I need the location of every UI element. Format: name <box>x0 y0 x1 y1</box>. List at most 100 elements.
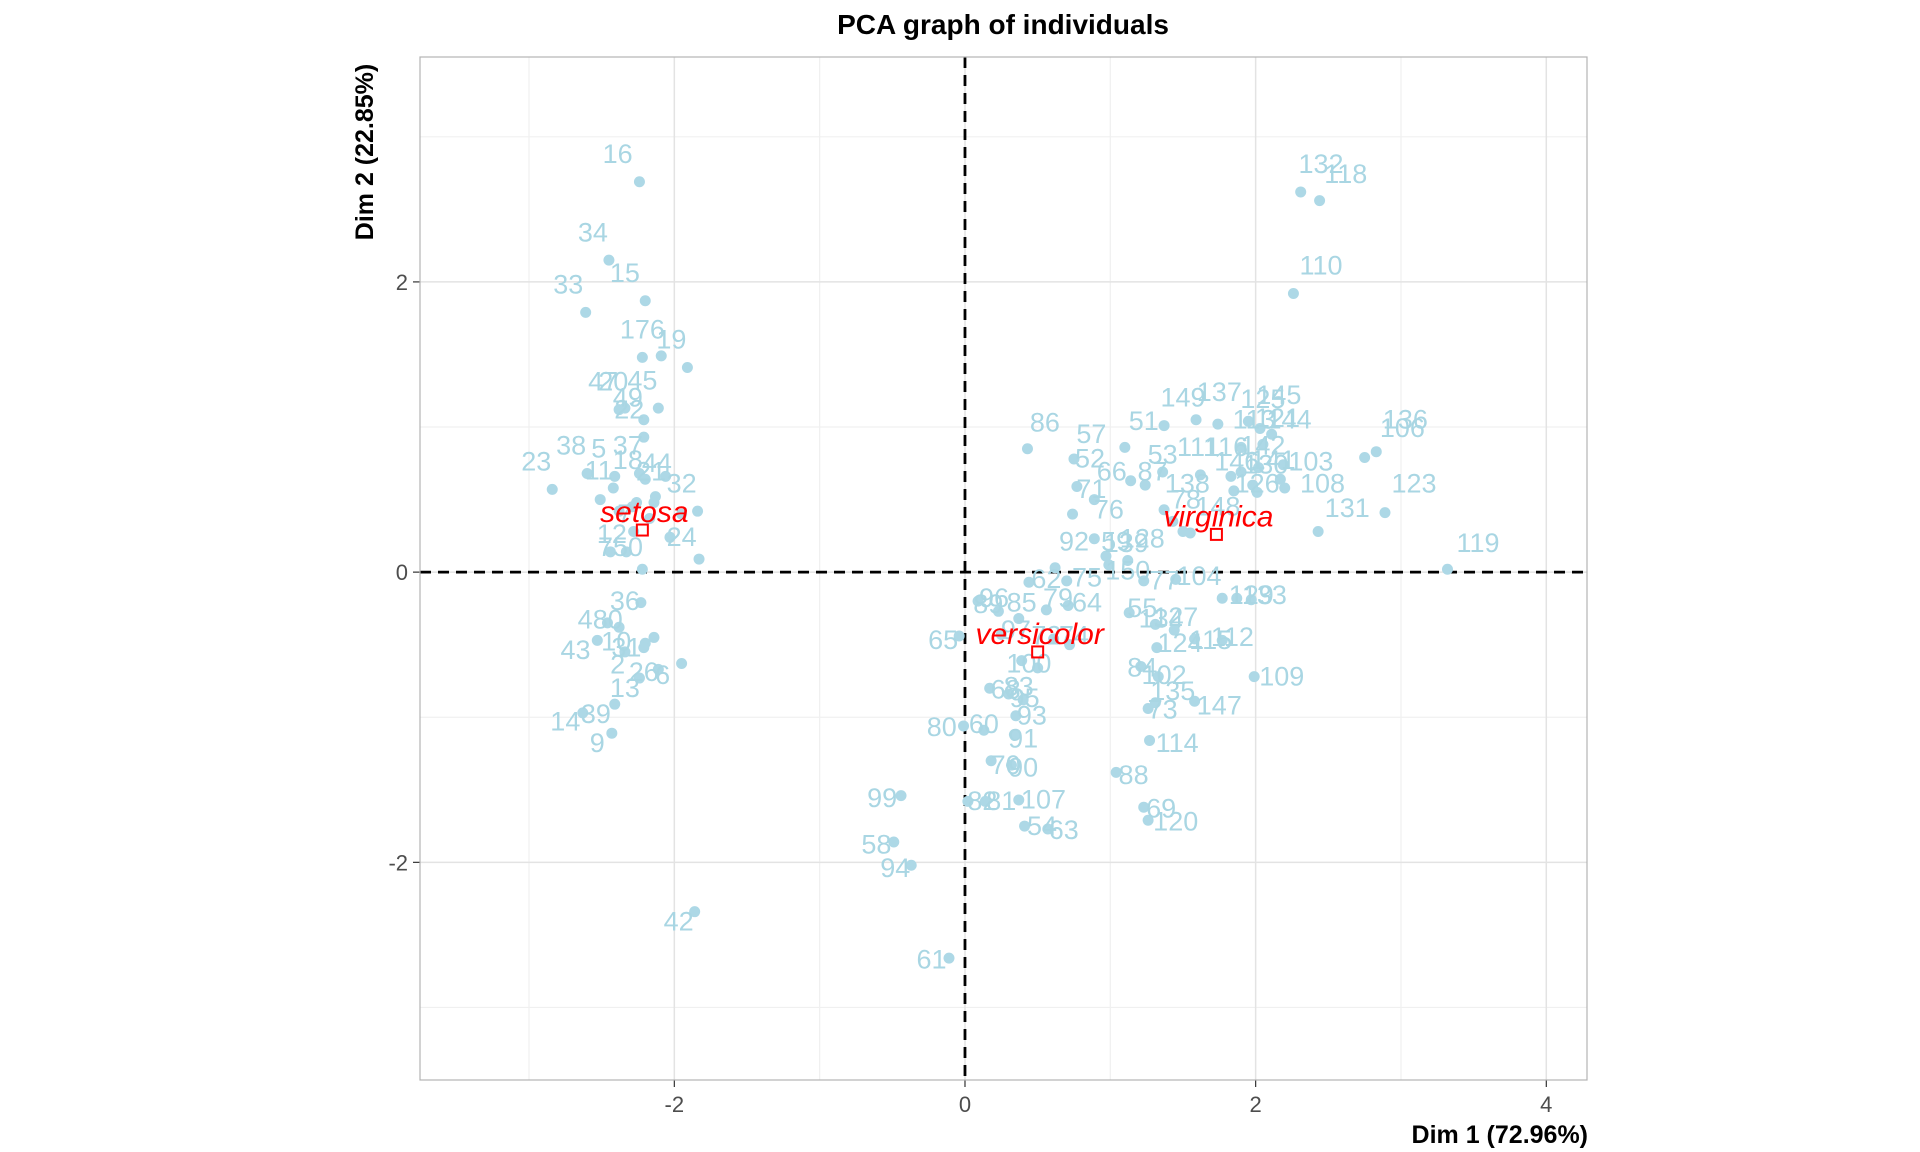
data-point <box>676 508 688 520</box>
point-label: 145 <box>1256 380 1301 410</box>
point-label: 21 <box>636 457 666 487</box>
point-label: 139 <box>1104 528 1149 558</box>
data-point <box>888 836 900 848</box>
point-label: 116 <box>1205 432 1248 462</box>
data-point <box>1277 459 1289 471</box>
data-point <box>1013 613 1025 625</box>
point-label: 69 <box>1146 793 1176 823</box>
data-point <box>644 512 656 524</box>
point-label: 104 <box>1176 561 1221 591</box>
data-point <box>1189 633 1201 645</box>
data-point <box>1254 422 1266 434</box>
x-axis-title: Dim 1 (72.96%) <box>1412 1121 1588 1149</box>
data-point <box>633 176 645 188</box>
category-centroid-marker <box>1031 645 1045 659</box>
point-label: 42 <box>664 907 694 937</box>
tick-labels: -2 0 2 4-202 <box>388 270 1552 1117</box>
data-point <box>1295 186 1307 198</box>
data-point <box>1088 533 1100 545</box>
data-point <box>1125 475 1137 487</box>
point-label: 34 <box>578 217 608 247</box>
data-point <box>594 494 606 506</box>
point-label: 24 <box>667 522 697 552</box>
y-axis-title: Dim 2 (22.85%) <box>351 64 379 240</box>
data-point <box>943 952 955 964</box>
data-point <box>1071 481 1083 493</box>
point-label: 2 <box>610 650 625 680</box>
point-label: 6 <box>655 660 670 690</box>
data-point <box>638 431 650 443</box>
data-point <box>1142 703 1154 715</box>
data-point <box>577 707 589 719</box>
data-point <box>1235 441 1247 453</box>
point-label: 149 <box>1160 383 1205 413</box>
data-point <box>655 350 667 362</box>
data-point <box>1216 592 1228 604</box>
point-label: 60 <box>969 709 999 739</box>
point-label: 43 <box>560 635 590 665</box>
data-point <box>1231 592 1243 604</box>
data-point <box>1235 466 1247 478</box>
data-point <box>1266 428 1278 440</box>
data-point <box>1212 418 1224 430</box>
category-centroid-marker <box>635 523 649 537</box>
point-label: 106 <box>1380 413 1425 443</box>
point-label: 79 <box>1043 583 1073 613</box>
data-point <box>1157 466 1169 478</box>
data-point <box>1144 734 1156 746</box>
data-point <box>1017 694 1029 706</box>
point-label: 75 <box>1072 563 1102 593</box>
data-point <box>1067 508 1079 520</box>
point-label: 96 <box>979 583 1009 613</box>
data-point <box>648 631 660 643</box>
point-label: 130 <box>1243 449 1288 479</box>
data-point <box>1253 462 1265 474</box>
point-label: 49 <box>613 383 643 413</box>
point-label: 94 <box>880 853 910 883</box>
data-point <box>1194 469 1206 481</box>
data-point <box>1184 527 1196 539</box>
point-label: 81 <box>986 786 1016 816</box>
point-label: 18 <box>613 445 643 475</box>
point-label: 88 <box>1119 760 1149 790</box>
reference-lines <box>420 57 1587 1080</box>
point-label: 7 <box>617 499 632 529</box>
data-point <box>1103 559 1115 571</box>
data-point <box>606 727 618 739</box>
point-label: 114 <box>1156 728 1199 758</box>
point-label: 148 <box>1195 492 1240 522</box>
point-label: 119 <box>1456 528 1499 558</box>
point-label: 26 <box>629 657 659 687</box>
point-label: 74 <box>1059 621 1089 651</box>
point-label: 45 <box>627 365 657 395</box>
data-point <box>1228 485 1240 497</box>
point-label: 147 <box>1197 690 1242 720</box>
data-point <box>1064 639 1076 651</box>
point-label: 10 <box>601 626 631 656</box>
data-point <box>1274 473 1286 485</box>
data-point <box>635 597 647 609</box>
point-label: 31 <box>611 632 641 662</box>
data-point <box>681 362 693 374</box>
point-label: 20 <box>598 367 628 397</box>
data-point <box>636 351 648 363</box>
data-point <box>1158 504 1170 516</box>
point-label: 92 <box>1059 526 1089 556</box>
data-point <box>604 546 616 558</box>
point-label: 80 <box>927 712 957 742</box>
point-label: 133 <box>1242 580 1287 610</box>
point-label: 129 <box>1229 580 1274 610</box>
point-label: 83 <box>1004 671 1034 701</box>
point-label: 66 <box>1097 457 1127 487</box>
data-point <box>638 414 650 426</box>
point-label: 84 <box>1127 653 1157 683</box>
data-point <box>1170 573 1182 585</box>
data-point <box>676 658 688 670</box>
data-point <box>1279 482 1291 494</box>
point-label: 13 <box>610 673 640 703</box>
point-label: 93 <box>1017 700 1047 730</box>
data-point <box>1151 642 1163 654</box>
point-label: 137 <box>1197 377 1242 407</box>
